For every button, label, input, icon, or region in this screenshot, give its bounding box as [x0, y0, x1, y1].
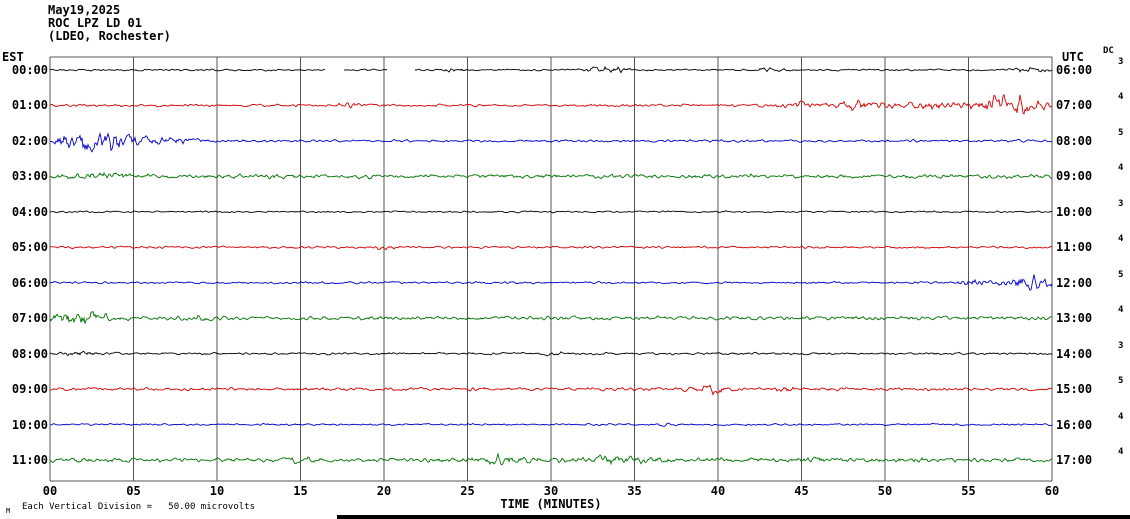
dc-value: 3 [1118, 57, 1124, 67]
dc-column-label: DC [1103, 46, 1114, 56]
est-label-1000: 10:00 [11, 417, 48, 432]
utc-label-0700: 07:00 [1056, 98, 1093, 113]
dc-value: 4 [1118, 163, 1124, 174]
est-label-0400: 04:00 [11, 204, 48, 219]
utc-label-1300: 13:00 [1056, 311, 1093, 326]
utc-label-1100: 11:00 [1056, 240, 1093, 255]
dc-value: 4 [1118, 92, 1124, 103]
dc-value: 4 [1118, 446, 1124, 457]
seismic-trace-0200 [49, 132, 1053, 153]
est-label-0700: 07:00 [11, 311, 48, 326]
seismic-trace-0600 [49, 274, 1053, 291]
seismic-trace-0000 [49, 68, 326, 72]
x-tick-25: 25 [460, 484, 475, 498]
dc-value: 5 [1118, 269, 1124, 280]
x-tick-60: 60 [1044, 484, 1060, 498]
utc-label-1700: 17:00 [1056, 452, 1093, 467]
x-tick-30: 30 [543, 484, 559, 498]
seismic-trace-0000 [414, 65, 1053, 74]
x-axis-title: TIME (MINUTES) [500, 497, 602, 511]
est-label-0000: 00:00 [11, 63, 48, 77]
dc-value: 4 [1118, 234, 1124, 245]
utc-label-1500: 15:00 [1056, 382, 1093, 397]
x-tick-00: 00 [42, 484, 58, 498]
x-tick-10: 10 [209, 484, 225, 498]
dc-value: 4 [1118, 305, 1124, 316]
title-station: ROC LPZ LD 01 [48, 16, 142, 30]
dc-value: 3 [1118, 340, 1124, 351]
bottom-bar [337, 515, 1130, 519]
title-block: May19,2025 ROC LPZ LD 01 (LDEO, Rocheste… [48, 4, 171, 43]
dc-value: 5 [1118, 376, 1124, 387]
est-label-1100: 11:00 [11, 452, 48, 467]
dc-value: 4 [1118, 411, 1124, 422]
left-axis-label: EST [2, 50, 24, 64]
est-label-0200: 02:00 [11, 133, 48, 148]
seismic-trace-1100 [49, 452, 1053, 466]
est-label-0300: 03:00 [11, 169, 48, 184]
seismic-trace-0100 [49, 93, 1053, 115]
dc-value: 3 [1118, 198, 1124, 209]
utc-label-0900: 09:00 [1056, 169, 1093, 184]
scale-note: Each Vertical Division = 50.00 microvolt… [22, 502, 255, 512]
x-tick-45: 45 [794, 484, 809, 498]
title-date: May19,2025 [48, 3, 121, 17]
seismic-trace-0800 [49, 350, 1053, 357]
x-tick-35: 35 [627, 484, 642, 498]
dc-value: 5 [1118, 127, 1124, 138]
x-tick-50: 50 [877, 484, 893, 498]
est-label-0600: 06:00 [11, 275, 48, 290]
utc-label-1600: 16:00 [1056, 417, 1093, 432]
title-network: (LDEO, Rochester) [48, 29, 171, 43]
utc-label-1200: 12:00 [1056, 275, 1093, 290]
corner-mark: M [6, 507, 11, 515]
seismic-trace-0000 [343, 68, 388, 72]
seismic-trace-0700 [49, 310, 1053, 324]
seismic-trace-0300 [49, 171, 1053, 180]
right-axis-label: UTC [1062, 50, 1084, 64]
utc-label-0800: 08:00 [1056, 133, 1093, 148]
utc-label-0600: 06:00 [1056, 63, 1093, 77]
seismic-trace-0400 [49, 210, 1053, 214]
utc-label-1400: 14:00 [1056, 346, 1093, 361]
seismic-trace-1000 [49, 422, 1053, 427]
x-tick-15: 15 [293, 484, 308, 498]
est-label-0500: 05:00 [11, 240, 48, 255]
x-tick-55: 55 [961, 484, 976, 498]
est-label-0800: 08:00 [11, 346, 48, 361]
x-tick-05: 05 [126, 484, 141, 498]
est-label-0900: 09:00 [11, 382, 48, 397]
seismic-trace-0500 [49, 245, 1053, 251]
utc-label-1000: 10:00 [1056, 204, 1093, 219]
x-tick-20: 20 [376, 484, 392, 498]
x-tick-40: 40 [710, 484, 726, 498]
est-label-0100: 01:00 [11, 98, 48, 113]
seismic-trace-0900 [49, 384, 1053, 396]
